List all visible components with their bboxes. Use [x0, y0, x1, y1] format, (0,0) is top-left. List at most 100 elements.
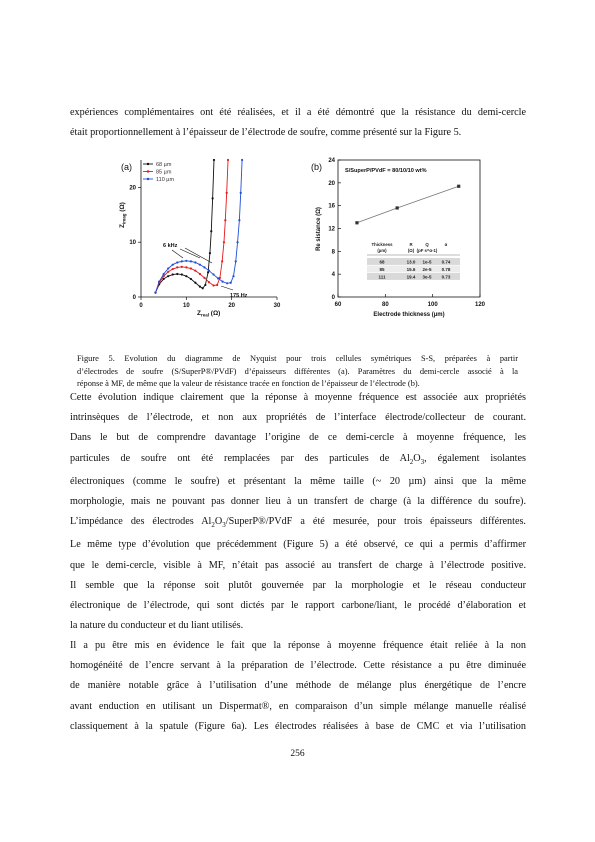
caption-line: d’électrodes de soufre (S/SuperP®/PVdF) …	[77, 366, 518, 376]
y-tick-label: 8	[332, 249, 336, 255]
x-tick-label: 20	[228, 303, 235, 309]
legend-marker	[146, 177, 150, 181]
caption-line: Figure 5. Evolution du diagramme de Nyqu…	[77, 354, 518, 363]
panel-b-title: S/SuperP/PVdF = 80/10/10 wt%	[345, 168, 427, 174]
data-point	[180, 265, 183, 268]
data-point	[218, 276, 221, 279]
body1-line: Le même type d’évolution que précédemmen…	[70, 539, 526, 551]
body2-line: de manière notable grâce à l’utilisation…	[70, 680, 526, 692]
body1-line: particules de soufre ont été remplacées …	[70, 452, 526, 466]
data-point	[194, 269, 197, 272]
data-point	[229, 281, 232, 284]
data-point	[212, 284, 215, 287]
data-point	[210, 230, 213, 233]
data-point	[185, 266, 188, 269]
data-point	[185, 259, 188, 262]
body1-line: que le demi-cercle, visible à MF, n’étai…	[70, 559, 526, 571]
data-point	[221, 280, 224, 283]
panel-a-xlabel: Zreal (Ω)	[197, 310, 220, 318]
panel-a-y-ticks: 0 10 20	[129, 185, 141, 301]
y-tick-label: 12	[328, 227, 335, 233]
data-point	[176, 261, 179, 264]
data-point	[189, 267, 192, 270]
table-header: α	[445, 242, 448, 247]
data-point	[176, 266, 179, 269]
data-point	[236, 241, 239, 244]
y-tick-label: 16	[328, 204, 335, 210]
data-point	[222, 241, 226, 244]
x-tick-label: 30	[274, 303, 281, 309]
data-point	[232, 275, 235, 278]
data-point	[198, 272, 202, 276]
table-cell: 2e-5	[422, 267, 432, 272]
data-point	[154, 291, 157, 294]
legend-marker	[146, 162, 150, 166]
legend-label: 110 µm	[156, 177, 174, 183]
table-unit: (Ω)	[408, 248, 415, 253]
table-unit: (µm)	[377, 248, 387, 253]
intro-paragraph: expériences complémentaires ont été réal…	[70, 103, 526, 143]
data-point	[207, 269, 211, 272]
fit-line	[356, 185, 459, 224]
panel-b-label: (b)	[311, 162, 322, 172]
data-point	[234, 260, 237, 263]
y-tick-label: 24	[328, 158, 335, 164]
panel-b-resistance-plot: (b) S/SuperP/PVdF = 80/10/10 wt% 60 80 100…	[311, 158, 486, 318]
data-point	[180, 273, 183, 276]
intro-line: expériences complémentaires ont été réal…	[70, 107, 526, 118]
annotation-6khz-arrow-3	[184, 247, 213, 264]
table-header: Q	[425, 242, 429, 247]
body1-line: électronique de l’électrode, qui sont di…	[70, 600, 526, 612]
table-cell: 1e-5	[422, 259, 432, 264]
data-point	[167, 267, 170, 270]
data-point	[198, 285, 202, 288]
data-point	[167, 270, 170, 273]
data-point	[238, 219, 241, 222]
table-unit: (pF s^α-1)	[417, 248, 438, 253]
table-row	[367, 265, 460, 273]
caption-line: réponse à MF, de même que la valeur de r…	[77, 379, 420, 388]
body1-line: Il semble que la réponse soit plutôt gou…	[70, 579, 526, 591]
data-point	[201, 287, 204, 290]
data-point	[225, 191, 228, 194]
data-point	[198, 263, 202, 266]
x-tick-label: 100	[428, 302, 439, 308]
table-cell: 13.0	[407, 259, 416, 264]
annotation-6khz-arrow	[171, 249, 184, 259]
table-row	[367, 273, 460, 280]
data-point	[226, 158, 230, 162]
x-tick-label: 0	[139, 303, 143, 309]
y-tick-label: 0	[332, 295, 336, 301]
legend-label: 68 µm	[156, 162, 172, 168]
table-cell: 68	[379, 259, 385, 264]
x-tick-label: 80	[382, 302, 389, 308]
data-point	[226, 282, 229, 285]
data-point	[206, 271, 210, 274]
page-number: 256	[290, 749, 305, 759]
panel-a-label: (a)	[121, 162, 132, 172]
table-cell: 0.73	[442, 274, 451, 279]
body2-line: homogénéité de l’encre servant à la prép…	[70, 660, 526, 672]
data-point	[162, 272, 165, 276]
data-point	[203, 276, 206, 279]
x-tick-label: 60	[335, 302, 342, 308]
data-point	[240, 158, 244, 162]
figure-caption: Figure 5. Evolution du diagramme de Nyqu…	[77, 353, 518, 391]
data-point	[171, 263, 174, 266]
data-point	[239, 191, 242, 194]
y-tick-label: 20	[328, 181, 335, 187]
intro-line: était proportionnellement à l’épaisseur …	[70, 127, 462, 139]
data-point	[208, 252, 212, 255]
data-point	[212, 273, 215, 276]
body1-line: électroniques (comme le soufre) et prése…	[70, 475, 526, 487]
data-point	[189, 277, 192, 281]
annotation-175hz-arrow	[220, 285, 234, 291]
data-point	[194, 281, 197, 284]
data-point	[216, 277, 220, 280]
panel-a-x-ticks: 0 10 20 30	[139, 297, 281, 309]
table-header: Thickness	[371, 242, 393, 247]
annotation-6khz: 6 kHz	[163, 243, 178, 249]
